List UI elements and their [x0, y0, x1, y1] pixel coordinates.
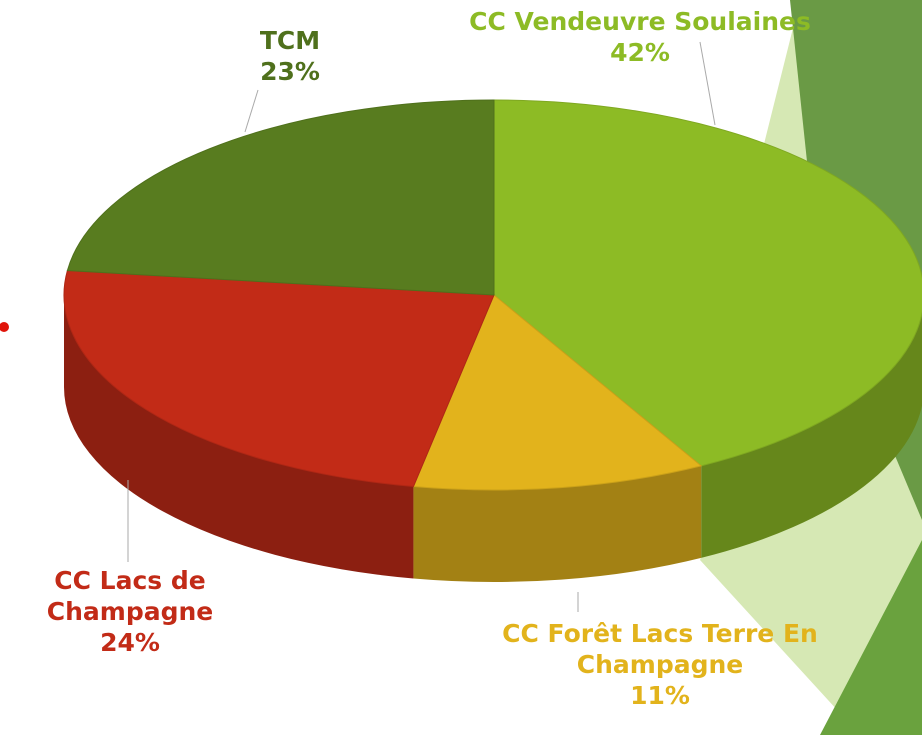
value-label: 42%: [610, 38, 670, 67]
data-label: CC Vendeuvre Soulaines 42%: [420, 6, 860, 68]
slice-side: [64, 295, 414, 579]
leader-line: [699, 41, 716, 126]
value-label: 23%: [260, 57, 320, 86]
data-label: CC Lacs de Champagne 24%: [10, 565, 250, 658]
data-label: TCM 23%: [215, 25, 365, 87]
value-label: 11%: [630, 681, 690, 710]
slice: [63, 270, 495, 488]
category-label: CC Lacs de Champagne: [46, 566, 214, 626]
slice: [412, 294, 703, 491]
data-label: CC Forêt Lacs Terre En Champagne 11%: [430, 618, 890, 711]
decor-triangle: [820, 540, 922, 735]
category-label: TCM: [259, 26, 321, 55]
pie: [63, 99, 922, 582]
slice-side: [413, 465, 702, 582]
leader-line: [244, 89, 259, 133]
slice: [493, 99, 922, 467]
value-label: 24%: [100, 628, 160, 657]
decor-dot: [0, 322, 9, 332]
category-label: CC Vendeuvre Soulaines: [469, 7, 811, 36]
slice: [66, 99, 495, 296]
category-label: CC Forêt Lacs Terre En Champagne: [502, 619, 818, 679]
slice-side: [701, 313, 922, 558]
